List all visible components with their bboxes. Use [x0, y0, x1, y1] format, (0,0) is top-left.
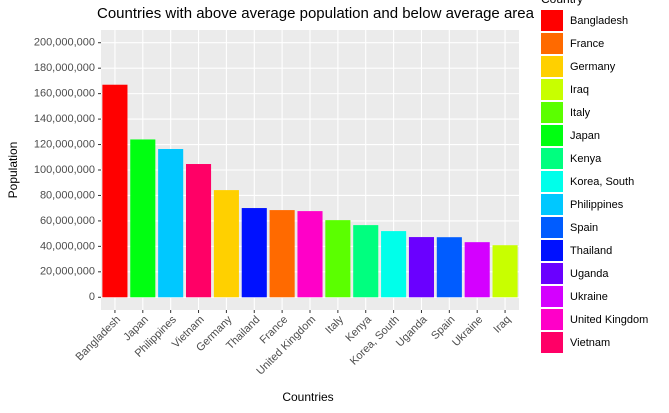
y-tick-label: 20,000,000 — [40, 266, 95, 278]
bar — [464, 242, 490, 298]
legend-label: United Kingdom — [570, 314, 648, 326]
bar — [130, 139, 156, 298]
x-tick-label: Italy — [323, 313, 346, 336]
legend-label: Vietnam — [570, 337, 610, 349]
legend-key — [541, 309, 563, 330]
bar — [185, 164, 212, 298]
x-tick-label: Ukraine — [450, 314, 485, 349]
legend-key — [541, 286, 563, 307]
legend-label: Japan — [570, 130, 600, 142]
bar — [436, 237, 462, 298]
chart-title: Countries with above average population … — [97, 5, 535, 22]
legend-key — [541, 194, 563, 215]
bar — [408, 237, 435, 298]
y-tick-label: 0 — [89, 291, 95, 303]
legend-key — [541, 125, 563, 146]
y-tick-label: 40,000,000 — [40, 240, 95, 252]
legend-key — [541, 148, 563, 169]
bar — [269, 210, 295, 298]
y-tick-label: 60,000,000 — [40, 215, 95, 227]
legend-key — [541, 263, 563, 284]
y-axis-title: Population — [6, 142, 20, 199]
y-tick-label: 200,000,000 — [34, 37, 95, 49]
legend-label: Korea, South — [570, 176, 634, 188]
legend-label: Bangladesh — [570, 15, 628, 27]
legend-label: Philippines — [570, 199, 624, 211]
legend-key — [541, 33, 563, 54]
bar — [213, 190, 239, 298]
legend-key — [541, 10, 563, 31]
legend-key — [541, 332, 563, 353]
y-tick-label: 100,000,000 — [34, 164, 95, 176]
bar — [102, 84, 128, 298]
legend-label: Ukraine — [570, 291, 608, 303]
legend-key — [541, 79, 563, 100]
bar — [381, 231, 407, 298]
x-axis-title: Countries — [282, 390, 333, 404]
legend-title: Country — [541, 0, 583, 6]
legend-key — [541, 102, 563, 123]
y-tick-label: 80,000,000 — [40, 189, 95, 201]
x-tick-label: Iraq — [491, 314, 513, 336]
x-tick-label: Bangladesh — [74, 314, 124, 364]
bar — [353, 225, 379, 298]
y-tick-label: 180,000,000 — [34, 62, 95, 74]
x-tick-label: Uganda — [394, 313, 430, 349]
bar — [492, 245, 518, 298]
legend-key — [541, 56, 563, 77]
legend-label: Kenya — [570, 153, 602, 165]
legend-label: Thailand — [570, 245, 612, 257]
legend-key — [541, 171, 563, 192]
bar — [241, 208, 267, 298]
legend-label: France — [570, 38, 604, 50]
legend-label: Germany — [570, 61, 616, 73]
bar — [158, 149, 184, 298]
legend-label: Uganda — [570, 268, 609, 280]
legend-label: Iraq — [570, 84, 589, 96]
y-tick-label: 140,000,000 — [34, 113, 95, 125]
y-tick-label: 120,000,000 — [34, 138, 95, 150]
bar — [325, 220, 351, 298]
legend-label: Italy — [570, 107, 591, 119]
bar — [297, 211, 323, 298]
legend-key — [541, 240, 563, 261]
legend-key — [541, 217, 563, 238]
y-tick-label: 160,000,000 — [34, 88, 95, 100]
legend-label: Spain — [570, 222, 598, 234]
